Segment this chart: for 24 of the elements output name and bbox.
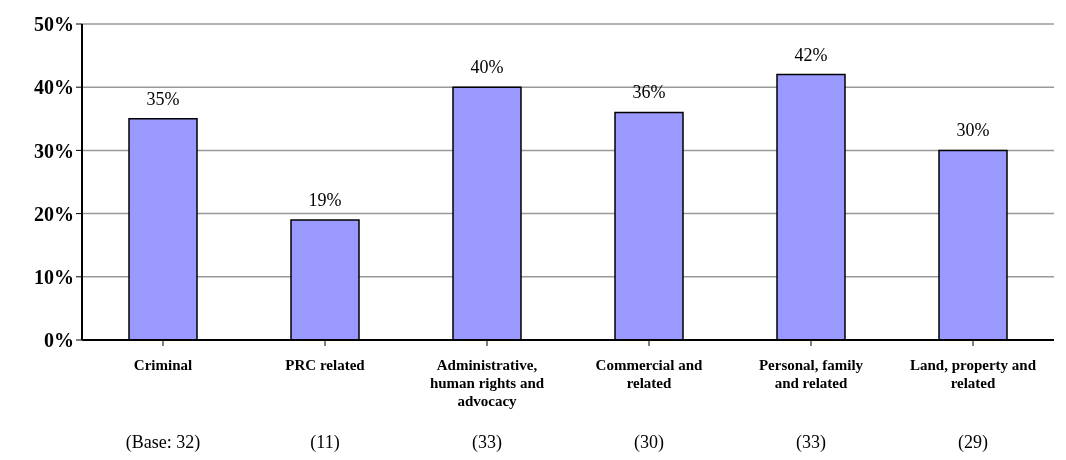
data-label: 42% <box>794 44 828 65</box>
y-tick-label: 0% <box>44 329 74 352</box>
text: (29) <box>958 432 988 453</box>
x-tick-label: Commercial and related <box>595 357 704 391</box>
x-tick-label: Administrative, human rights and advocacy <box>429 357 545 409</box>
y-tick-label: 40% <box>34 76 74 99</box>
text: (Base: 32) <box>125 432 201 453</box>
data-label: 36% <box>632 82 666 103</box>
x-tick-label: Land, property and related <box>909 357 1037 391</box>
x-tick-label: Criminal <box>133 357 193 373</box>
x-tick-label: PRC related <box>285 357 366 373</box>
text: (11) <box>310 432 340 453</box>
data-label: 30% <box>956 120 990 141</box>
text: (33) <box>472 432 502 453</box>
data-label: 35% <box>146 88 180 109</box>
y-tick-label: 20% <box>34 202 74 225</box>
y-tick-label: 50% <box>34 13 74 36</box>
y-tick-label: 30% <box>34 139 74 162</box>
data-label: 40% <box>470 57 504 78</box>
text: (33) <box>796 432 826 453</box>
text: (30) <box>634 432 664 453</box>
y-tick-label: 10% <box>34 265 74 288</box>
x-tick-label: Personal, family and related <box>758 357 864 391</box>
data-label: 19% <box>308 189 342 210</box>
